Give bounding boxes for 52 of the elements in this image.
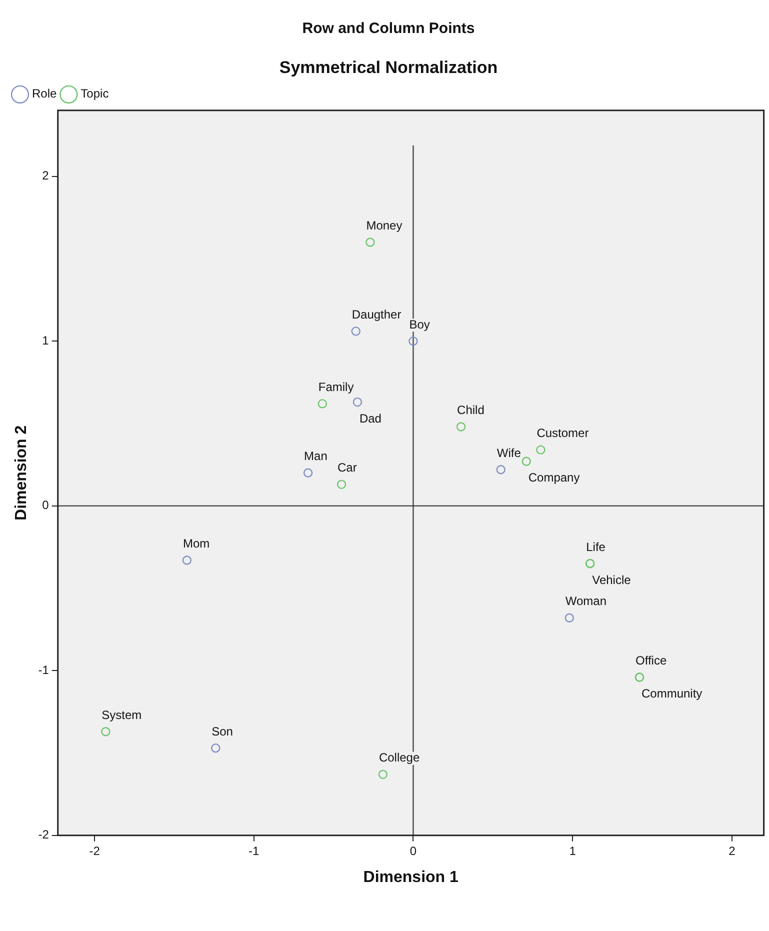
- point: [408, 336, 418, 346]
- y-tick-label: 2: [42, 168, 50, 183]
- chart-title: Row and Column Points: [302, 20, 475, 38]
- annotation: Son: [212, 724, 233, 738]
- annotation: Office: [636, 654, 667, 668]
- y-tick-label: 0: [42, 498, 50, 512]
- y-axis-title: Dimension 2: [13, 425, 30, 520]
- annotation: Company: [528, 470, 580, 485]
- x-tick-label: 0: [410, 844, 417, 858]
- annotation: Boy: [409, 317, 430, 332]
- x-tick-label: -2: [89, 844, 100, 858]
- y-tick-label: -2: [38, 828, 50, 842]
- point: [211, 743, 220, 753]
- annotation: Dad: [359, 411, 382, 426]
- point: [182, 556, 192, 565]
- annotation: College: [378, 750, 420, 765]
- annotation: Vehicle: [592, 572, 632, 587]
- point: [522, 456, 531, 466]
- point: [496, 465, 506, 474]
- annotation: Customer: [536, 426, 589, 440]
- point: [352, 397, 362, 407]
- annotation: Wife: [496, 446, 522, 460]
- annotation: Family: [318, 380, 354, 394]
- point: [536, 445, 546, 454]
- x-tick-label: 2: [728, 844, 736, 858]
- point: [336, 480, 346, 490]
- legend-label: Topic: [80, 86, 109, 101]
- point: [366, 238, 375, 247]
- y-tick-label: -1: [38, 662, 50, 677]
- point: [101, 726, 110, 736]
- annotation: Woman: [565, 594, 607, 608]
- x-tick-label: 1: [569, 844, 576, 858]
- annotation: Community: [642, 686, 702, 701]
- annotation: System: [102, 708, 142, 722]
- point: [456, 422, 466, 432]
- legend-label: Role: [32, 86, 58, 101]
- point: [303, 468, 313, 478]
- annotation: Car: [338, 460, 357, 475]
- annotation: Money: [366, 218, 402, 233]
- point: [351, 326, 360, 336]
- x-tick-label: -1: [248, 844, 260, 858]
- y-tick-label: 1: [42, 333, 50, 348]
- point: [564, 613, 574, 622]
- annotation: Man: [304, 449, 328, 464]
- x-axis-title: Dimension 1: [363, 868, 458, 886]
- point: [318, 399, 327, 408]
- point: [378, 770, 388, 780]
- chart-subtitle: Symmetrical Normalization: [279, 58, 498, 77]
- annotation: Daugther: [352, 308, 402, 322]
- annotation: Child: [457, 403, 484, 418]
- annotation: Mom: [182, 536, 210, 551]
- annotation: Life: [586, 540, 606, 554]
